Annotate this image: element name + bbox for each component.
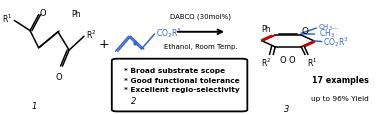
Text: Ph: Ph xyxy=(261,25,271,34)
Text: 2: 2 xyxy=(132,96,137,105)
FancyBboxPatch shape xyxy=(112,59,247,111)
Text: O: O xyxy=(40,9,46,18)
Text: 3: 3 xyxy=(284,104,289,113)
Text: R$^1$: R$^1$ xyxy=(2,13,12,25)
Text: 1: 1 xyxy=(31,101,37,110)
Text: CH$_3$: CH$_3$ xyxy=(319,28,335,40)
Text: O: O xyxy=(288,56,295,65)
Text: 17 examples: 17 examples xyxy=(312,76,369,85)
Text: R$^2$: R$^2$ xyxy=(86,29,96,41)
Text: R$^2$: R$^2$ xyxy=(261,56,271,68)
Text: Ethanol, Room Temp.: Ethanol, Room Temp. xyxy=(164,43,238,49)
Text: $\mathdefault{CH_3}$...: $\mathdefault{CH_3}$... xyxy=(318,23,340,33)
Text: R$^1$: R$^1$ xyxy=(307,56,317,68)
Text: up to 96% Yield: up to 96% Yield xyxy=(311,95,369,101)
Text: O: O xyxy=(279,56,286,65)
Text: DABCO (30mol%): DABCO (30mol%) xyxy=(170,13,231,20)
Text: CO$_2$R$^3$: CO$_2$R$^3$ xyxy=(156,26,182,39)
Text: Ph: Ph xyxy=(71,10,81,19)
Text: O: O xyxy=(301,26,308,35)
Text: +: + xyxy=(99,37,110,50)
Text: * Broad substrate scope
* Good functional tolerance
* Excellent regio-selectivit: * Broad substrate scope * Good functiona… xyxy=(124,68,240,92)
Text: O: O xyxy=(56,72,62,81)
Text: CO$_2$R$^3$: CO$_2$R$^3$ xyxy=(323,35,348,49)
